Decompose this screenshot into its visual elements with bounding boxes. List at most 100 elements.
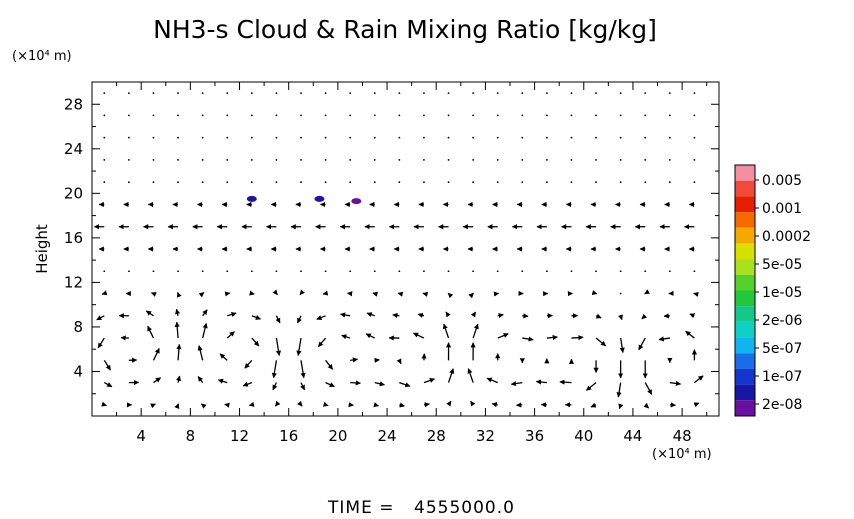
vector-dot xyxy=(398,181,401,184)
vector-dot xyxy=(668,181,671,184)
vector-dot xyxy=(472,159,475,161)
vector-dot xyxy=(423,92,425,95)
vector-arrow xyxy=(392,312,400,319)
vector-dot xyxy=(324,159,327,161)
x-tick-label: 40 xyxy=(574,427,593,445)
vector-dot xyxy=(226,114,229,117)
y-tick-label: 28 xyxy=(64,95,83,113)
vector-arrow xyxy=(373,402,380,408)
y-axis-label: Height xyxy=(33,224,51,274)
vector-dot xyxy=(103,159,106,161)
vector-arrow xyxy=(372,291,379,297)
vector-dot xyxy=(324,181,327,184)
vector-arrow xyxy=(299,289,305,296)
colorbar-swatch xyxy=(735,306,755,322)
vector-arrow xyxy=(423,402,430,408)
vector-dot xyxy=(595,92,597,95)
vector-dot xyxy=(398,270,401,273)
vector-dot xyxy=(250,270,253,273)
vector-dot xyxy=(693,136,696,139)
vector-arrow xyxy=(442,323,450,339)
vector-dot xyxy=(570,270,573,273)
vector-dot xyxy=(496,92,499,95)
colorbar-label: 1e-07 xyxy=(762,369,802,385)
vector-dot xyxy=(545,181,548,184)
vector-arrow xyxy=(219,353,228,361)
vector-dot xyxy=(201,159,204,161)
vector-dot xyxy=(570,92,573,95)
vector-arrow xyxy=(251,337,260,347)
vector-dot xyxy=(201,270,204,273)
vector-dot xyxy=(103,270,106,273)
vector-arrow xyxy=(643,402,650,409)
vector-arrow xyxy=(296,337,302,356)
colorbar-label: 0.001 xyxy=(762,201,802,217)
x-tick-label: 4 xyxy=(136,427,146,445)
vector-dot xyxy=(177,136,179,139)
colorbar-swatch xyxy=(735,227,755,244)
vector-field xyxy=(93,92,704,410)
vector-dot xyxy=(496,114,499,117)
vector-dot xyxy=(496,136,499,139)
vector-dot xyxy=(398,114,401,117)
vector-arrow xyxy=(447,368,455,383)
vector-dot xyxy=(423,114,425,117)
vector-arrow xyxy=(693,402,700,408)
colorbar-swatch xyxy=(735,353,755,369)
vector-dot xyxy=(619,181,622,184)
vector-dot xyxy=(521,92,524,95)
vector-dot xyxy=(496,181,499,184)
vector-arrow xyxy=(510,380,523,387)
vector-dot xyxy=(570,159,573,161)
colorbar-swatch xyxy=(735,321,755,338)
vector-arrow xyxy=(470,311,477,318)
vector-arrow xyxy=(644,382,653,395)
colorbar-label: 5e-05 xyxy=(762,257,802,273)
colorbar-label: 5e-07 xyxy=(762,341,802,357)
vector-arrow xyxy=(374,381,385,387)
vector-arrow xyxy=(417,312,425,318)
vector-arrow xyxy=(325,382,335,388)
vector-dot xyxy=(668,270,671,273)
vector-dot xyxy=(545,270,548,273)
x-tick-label: 28 xyxy=(427,427,446,445)
vector-dot xyxy=(398,159,401,161)
vector-arrow xyxy=(571,335,584,341)
vector-dot xyxy=(619,270,622,273)
vector-arrow xyxy=(317,337,327,348)
colorbar-swatch xyxy=(735,384,755,401)
vector-arrow xyxy=(694,375,704,384)
vector-dot xyxy=(349,181,352,184)
vector-dot xyxy=(275,136,278,139)
vector-dot xyxy=(521,181,524,184)
vector-arrow xyxy=(641,313,648,320)
vector-arrow xyxy=(446,400,452,407)
colorbar-label: 0.0002 xyxy=(762,229,811,245)
colorbar-label: 2e-08 xyxy=(762,397,802,413)
vector-arrow xyxy=(546,334,558,341)
vector-arrow xyxy=(202,309,208,317)
vector-arrow xyxy=(350,380,361,386)
vector-dot xyxy=(595,114,597,117)
vector-dot xyxy=(103,181,106,184)
colorbar-frame xyxy=(734,164,756,417)
vector-arrow xyxy=(174,321,180,339)
vector-dot xyxy=(127,136,130,139)
vector-arrow xyxy=(472,323,479,339)
chart-title: NH3-s Cloud & Rain Mixing Ratio [kg/kg] xyxy=(153,15,657,44)
vector-dot xyxy=(127,92,130,95)
vector-arrow xyxy=(249,290,255,296)
vector-arrow xyxy=(275,315,281,324)
vector-dot xyxy=(668,136,671,139)
vector-arrow xyxy=(152,347,160,361)
vector-arrow xyxy=(366,312,375,318)
vector-dot xyxy=(103,114,106,117)
vector-arrow xyxy=(497,313,504,319)
vector-arrow xyxy=(147,325,155,339)
vector-dot xyxy=(275,92,278,95)
vector-dot xyxy=(570,181,573,184)
vector-dot xyxy=(300,270,302,273)
colorbar-swatch xyxy=(735,400,755,416)
vector-arrow xyxy=(316,315,326,320)
